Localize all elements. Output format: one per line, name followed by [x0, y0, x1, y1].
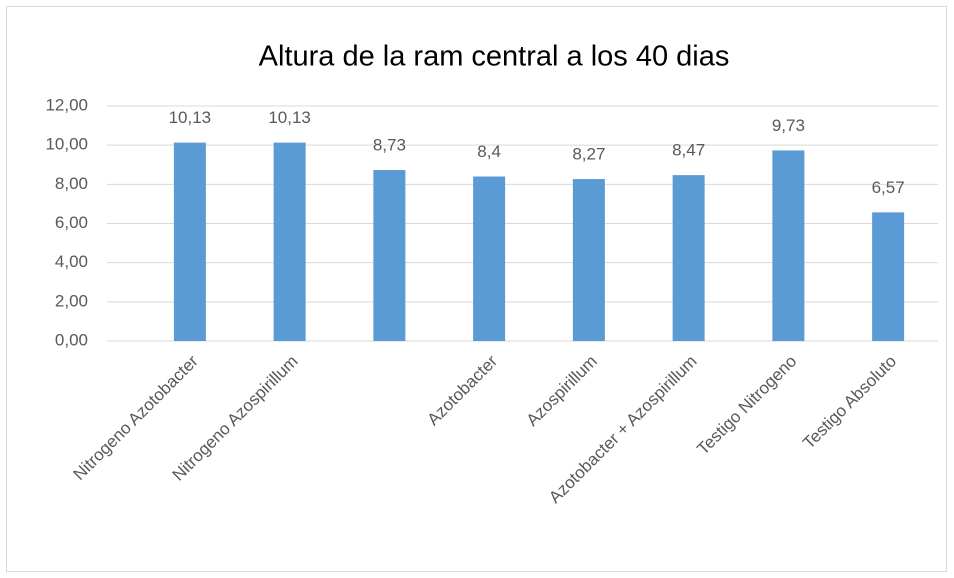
- y-tick-label: 10,00: [45, 135, 88, 154]
- value-label: 8,4: [477, 142, 501, 161]
- bar: [273, 142, 306, 341]
- y-tick-label: 6,00: [55, 213, 88, 232]
- y-tick-label: 12,00: [45, 95, 88, 114]
- value-label: 10,13: [169, 108, 212, 127]
- y-tick-label: 4,00: [55, 252, 88, 271]
- bar: [373, 170, 406, 341]
- chart-title: Altura de la ram central a los 40 dias: [259, 41, 730, 73]
- y-tick-label: 0,00: [55, 330, 88, 349]
- y-tick-label: 2,00: [55, 291, 88, 310]
- bar: [872, 212, 905, 341]
- bar: [173, 142, 206, 341]
- bar: [672, 175, 705, 341]
- bar: [473, 176, 506, 341]
- bar: [772, 150, 805, 341]
- value-label: 8,47: [672, 141, 705, 160]
- value-label: 6,57: [872, 178, 905, 197]
- bar: [572, 179, 605, 341]
- value-label: 10,13: [268, 108, 311, 127]
- value-label: 8,27: [572, 145, 605, 164]
- value-label: 9,73: [772, 116, 805, 135]
- value-label: 8,73: [373, 136, 406, 155]
- y-tick-label: 8,00: [55, 174, 88, 193]
